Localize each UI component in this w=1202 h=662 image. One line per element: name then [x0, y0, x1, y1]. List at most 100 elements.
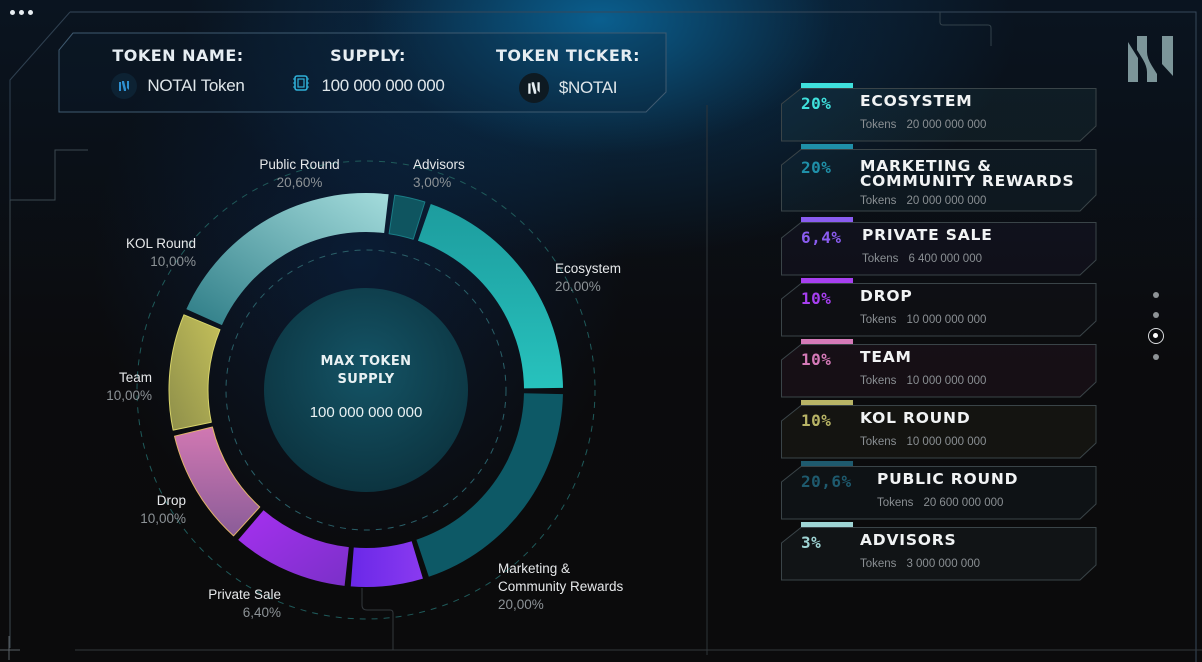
allocation-item-ecosystem[interactable]: 20% ECOSYSTEM Tokens 20 000 000 000	[781, 83, 1097, 142]
center-disc	[264, 288, 468, 492]
center-title-line1: MAX TOKEN	[320, 354, 412, 369]
allocation-item-public-round[interactable]: 20,6% PUBLIC ROUND Tokens 20 600 000 000	[781, 461, 1097, 520]
label-pct: 20.00%	[555, 279, 601, 294]
allocation-color-bar	[801, 144, 853, 149]
donut-segment-drop[interactable]	[238, 510, 349, 586]
donut-segment-marketing-community-rewards[interactable]	[416, 393, 563, 577]
supply-field: SUPPLY: 100 000 000 000	[283, 46, 453, 98]
allocation-title: ADVISORS	[860, 531, 957, 549]
allocation-item-marketing[interactable]: 20% MARKETING & COMMUNITY REWARDS Tokens 2…	[781, 144, 1097, 212]
donut-segment-public-round[interactable]	[186, 193, 389, 326]
label-pct: 20,00%	[498, 597, 544, 612]
window-menu-dots[interactable]	[10, 10, 33, 15]
allocation-tokens: Tokens 10 000 000 000	[860, 314, 987, 326]
page-dot-3-active[interactable]	[1148, 328, 1164, 344]
outer-dashed-ring	[136, 160, 596, 620]
allocation-title: PUBLIC ROUND	[877, 470, 1019, 488]
label-name-line1: Marketing &	[498, 561, 571, 576]
label-team: Team 10,00%	[92, 369, 152, 405]
allocation-tokens: Tokens 3 000 000 000	[860, 558, 980, 570]
allocation-tokens: Tokens 20 000 000 000	[860, 195, 987, 207]
allocation-pct: 10%	[801, 411, 832, 430]
allocation-color-bar	[801, 339, 853, 344]
page-dot-2[interactable]	[1153, 312, 1159, 318]
allocation-pct: 10%	[801, 289, 832, 308]
ticker-value: $NOTAI	[558, 78, 618, 97]
brand-logo-icon	[1128, 36, 1174, 89]
allocation-item-private-sale[interactable]: 6,4% PRIVATE SALE Tokens 6 400 000 000	[781, 217, 1097, 276]
label-pct: 6,40%	[242, 605, 281, 620]
ticker-field: TOKEN TICKER: $NOTAI	[488, 46, 648, 103]
chip-icon	[291, 73, 311, 98]
allocation-tokens: Tokens 20 600 000 000	[877, 497, 1004, 509]
allocation-title: PRIVATE SALE	[862, 226, 993, 244]
allocation-color-bar	[801, 400, 853, 405]
allocation-title: ECOSYSTEM	[860, 92, 973, 110]
allocation-color-bar	[801, 217, 853, 222]
allocation-pct: 3%	[801, 533, 822, 552]
allocation-pct: 20%	[801, 158, 832, 177]
center-title: MAX TOKEN SUPPLY	[266, 353, 466, 389]
allocation-color-bar	[801, 522, 853, 527]
allocation-pct: 6,4%	[801, 228, 842, 247]
token-name-field: TOKEN NAME: NOTAI Token	[98, 46, 258, 99]
label-public-round: Public Round 20,60%	[252, 156, 347, 192]
allocation-title: MARKETING & COMMUNITY REWARDS	[860, 157, 1075, 190]
label-pct: 20,60%	[276, 175, 323, 190]
allocation-title: KOL ROUND	[860, 409, 971, 427]
allocation-item-kol-round[interactable]: 10% KOL ROUND Tokens 10 000 000 000	[781, 400, 1097, 459]
label-name: Advisors	[413, 157, 465, 172]
allocation-title: TEAM	[860, 348, 912, 366]
inner-dashed-ring	[225, 249, 507, 531]
label-name: Drop	[156, 493, 186, 508]
label-pct: 10,00%	[140, 511, 186, 526]
label-name: Private Sale	[208, 587, 281, 602]
label-name: Team	[118, 370, 152, 385]
token-allocation-chart: MAX TOKEN SUPPLY 100 000 000 000 Public …	[92, 156, 623, 622]
donut-segment-private-sale[interactable]	[350, 541, 423, 588]
allocation-tokens: Tokens 6 400 000 000	[862, 253, 982, 265]
token-name-value: NOTAI Token	[147, 76, 245, 95]
allocation-pct: 20%	[801, 94, 832, 113]
label-name-line2: Community Rewards	[498, 579, 624, 594]
allocation-item-advisors[interactable]: 3% ADVISORS Tokens 3 000 000 000	[781, 522, 1097, 581]
label-pct: 10,00%	[150, 254, 196, 269]
allocation-tokens: Tokens 10 000 000 000	[860, 375, 987, 387]
page-dot-1[interactable]	[1153, 292, 1159, 298]
token-name-label: TOKEN NAME:	[112, 46, 244, 65]
donut-segment-team[interactable]	[173, 426, 261, 537]
supply-label: SUPPLY:	[330, 46, 406, 65]
ticker-label: TOKEN TICKER:	[496, 46, 640, 65]
supply-value: 100 000 000 000	[321, 75, 445, 95]
donut-segment-kol-round[interactable]	[168, 314, 221, 431]
token-info-panel: TOKEN NAME: NOTAI Token SUPPLY: 100 000 …	[58, 32, 668, 113]
allocation-item-team[interactable]: 10% TEAM Tokens 10 000 000 000	[781, 339, 1097, 398]
label-name: Ecosystem	[555, 261, 622, 276]
allocation-color-bar	[801, 278, 853, 283]
label-pct: 3,00%	[413, 175, 452, 190]
label-private-sale: Private Sale 6,40%	[196, 586, 281, 622]
label-ecosystem: Ecosystem 20.00%	[555, 260, 621, 296]
info-panel-frame	[58, 32, 667, 113]
allocation-color-bar	[801, 83, 853, 88]
page-dot-4[interactable]	[1153, 354, 1159, 360]
label-kol-round: KOL Round 10,00%	[110, 235, 196, 271]
allocation-title: DROP	[860, 287, 913, 305]
donut-segment-advisors[interactable]	[388, 194, 426, 240]
allocation-item-drop[interactable]: 10% DROP Tokens 10 000 000 000	[781, 278, 1097, 337]
allocation-color-bar	[801, 461, 853, 466]
label-advisors: Advisors 3,00%	[413, 156, 465, 192]
allocation-tokens: Tokens 20 000 000 000	[860, 119, 987, 131]
label-pct: 10,00%	[106, 388, 152, 403]
label-marketing: Marketing & Community Rewards 20,00%	[498, 560, 623, 614]
notai-logo-icon	[111, 73, 138, 99]
allocation-pct: 20,6%	[801, 472, 852, 491]
donut-segment-ecosystem[interactable]	[417, 203, 563, 389]
label-drop: Drop 10,00%	[126, 492, 186, 528]
allocation-pct: 10%	[801, 350, 832, 369]
center-value: 100 000 000 000	[309, 404, 423, 421]
notai-ticker-logo-icon	[518, 73, 549, 103]
donut-svg	[136, 160, 596, 620]
label-name: Public Round	[259, 157, 340, 172]
center-title-line2: SUPPLY	[337, 372, 395, 387]
